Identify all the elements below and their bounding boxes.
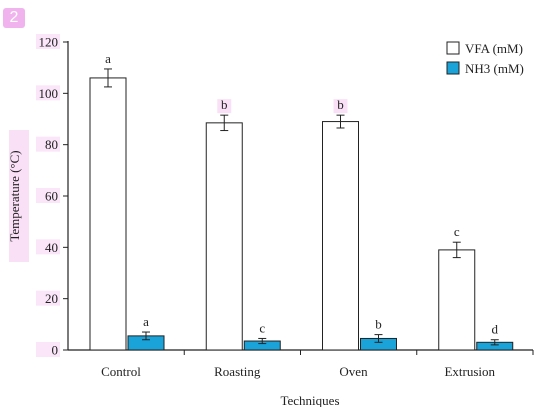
y-tick-label: 40: [45, 240, 58, 255]
y-tick-highlight: [36, 188, 60, 203]
y-tick-label: 80: [45, 137, 58, 152]
figure-number-badge: 2: [3, 8, 25, 28]
legend-swatch: [446, 41, 460, 55]
y-tick-label: 100: [39, 86, 59, 101]
y-tick-label: 60: [45, 189, 58, 204]
y-axis-label-highlight: [9, 130, 29, 262]
legend-label: NH3 (mM): [465, 61, 524, 76]
y-tick-highlight: [36, 136, 60, 152]
y-tick-label: 20: [45, 291, 58, 306]
y-tick-highlight: [36, 290, 60, 306]
x-tick-label: Extrusion: [444, 364, 495, 379]
significance-letter: a: [105, 51, 111, 66]
legend-label: VFA (mM): [465, 41, 523, 56]
significance-letter: a: [143, 314, 149, 329]
legend-swatch: [446, 61, 460, 75]
significance-letter: b: [221, 97, 228, 112]
x-tick-label: Control: [101, 364, 141, 379]
bar-group: a b b c a c b d: [89, 51, 514, 351]
bar: [205, 122, 243, 351]
significance-letter: b: [375, 317, 382, 332]
bar: [438, 249, 476, 351]
chart-legend: VFA (mM) NH3 (mM): [446, 41, 524, 76]
y-tick-label: 0: [52, 343, 59, 358]
significance-letter: c: [259, 320, 265, 335]
significance-letter: b: [337, 97, 344, 112]
y-tick-label: 120: [39, 35, 59, 50]
y-axis-ticks: 0 20 40 60 80 100 120: [36, 34, 68, 358]
bar: [322, 121, 359, 351]
bar: [89, 77, 127, 351]
y-tick-highlight: [36, 239, 60, 255]
letter-highlight: [333, 99, 348, 114]
x-tick-label: Oven: [339, 364, 368, 379]
significance-letter: c: [454, 224, 460, 239]
x-axis-label: Techniques: [280, 393, 339, 407]
y-axis-label: Temperature (°C): [7, 150, 22, 241]
y-tick-highlight: [36, 85, 60, 101]
y-tick-highlight: [36, 342, 60, 357]
x-axis-ticks: Control Roasting Oven Extrusion: [101, 350, 534, 379]
y-tick-highlight: [36, 34, 60, 49]
y-label-highlight-band: [9, 130, 29, 262]
x-tick-label: Roasting: [214, 364, 261, 379]
letter-highlight: [217, 99, 232, 114]
significance-letter: d: [492, 322, 499, 337]
